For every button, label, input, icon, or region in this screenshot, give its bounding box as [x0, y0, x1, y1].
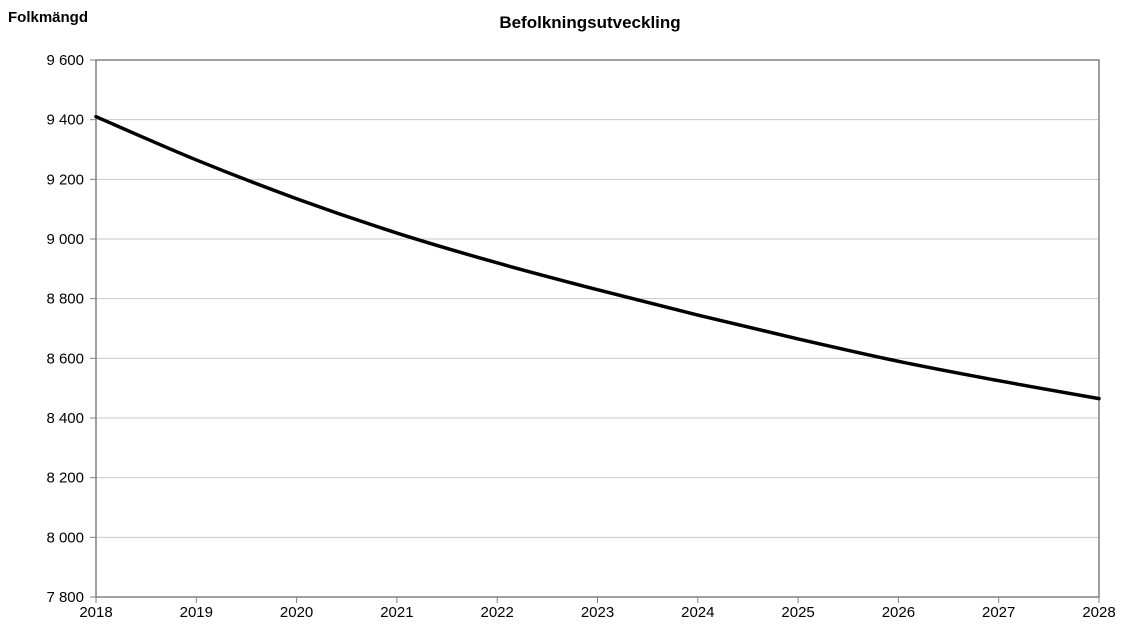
x-tick-label: 2021 — [380, 604, 413, 621]
axes — [90, 59, 1100, 603]
plot-frame — [95, 59, 1100, 598]
y-tick-label: 8 200 — [46, 470, 84, 487]
gridlines — [96, 119, 1099, 538]
series-layer — [94, 114, 1101, 401]
x-tick-label: 2018 — [79, 604, 112, 621]
x-tick-label: 2019 — [180, 604, 213, 621]
x-tick-label: 2023 — [581, 604, 614, 621]
y-tick-label: 7 800 — [46, 589, 84, 606]
x-tick-label: 2026 — [882, 604, 915, 621]
y-tick-label: 8 000 — [46, 529, 84, 546]
y-tick-label: 8 600 — [46, 350, 84, 367]
y-tick-label: 9 000 — [46, 231, 84, 248]
y-tick-label: 8 800 — [46, 291, 84, 308]
x-tick-label: 2022 — [481, 604, 514, 621]
x-tick-label: 2027 — [982, 604, 1015, 621]
y-tick-label: 9 400 — [46, 112, 84, 129]
x-tick-label: 2024 — [681, 604, 714, 621]
chart-title: Befolkningsutveckling — [499, 13, 680, 32]
y-axis-label: Folkmängd — [8, 9, 88, 26]
y-tick-label: 8 400 — [46, 410, 84, 427]
y-tick-label: 9 200 — [46, 171, 84, 188]
x-tick-label: 2025 — [781, 604, 814, 621]
x-tick-labels: 2018 2019 2020 2021 2022 2023 2024 2025 2026 2027… — [79, 604, 1115, 621]
y-tick-labels: 7 800 8 000 8 200 8 400 8 600 8 800 9 000 9 200… — [46, 52, 84, 606]
x-tick-label: 2028 — [1082, 604, 1115, 621]
series-line — [94, 114, 1101, 401]
x-tick-label: 2020 — [280, 604, 313, 621]
y-tick-label: 9 600 — [46, 52, 84, 69]
